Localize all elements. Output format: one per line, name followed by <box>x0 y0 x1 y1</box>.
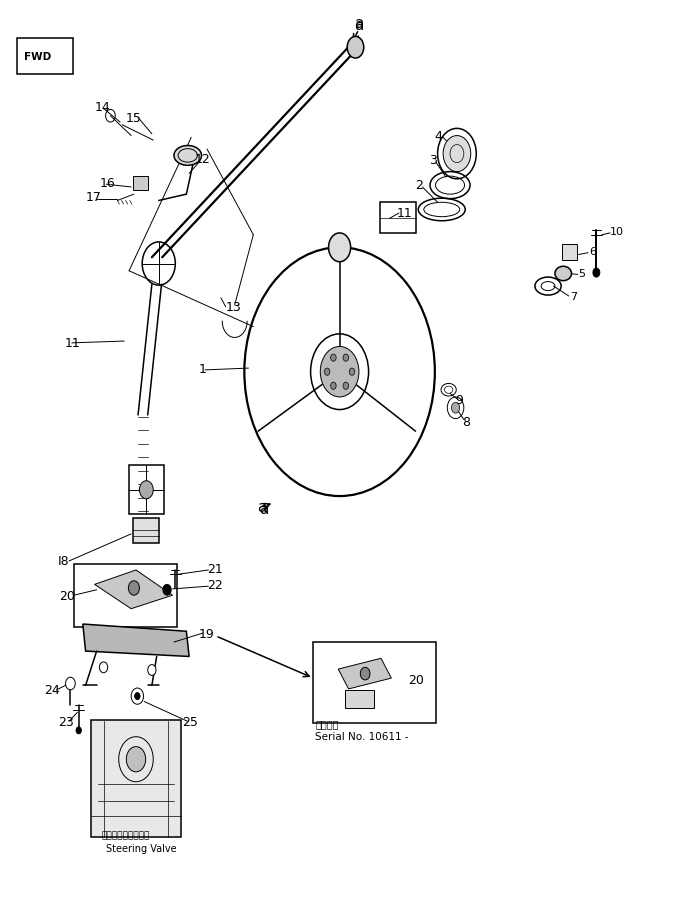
Text: 17: 17 <box>86 191 101 204</box>
Text: a: a <box>259 502 268 517</box>
Text: 13: 13 <box>226 301 241 314</box>
Text: 14: 14 <box>94 101 110 114</box>
Text: 1: 1 <box>199 362 207 375</box>
Text: 23: 23 <box>58 715 73 728</box>
Text: 25: 25 <box>182 715 198 728</box>
Circle shape <box>324 368 330 376</box>
Circle shape <box>331 355 336 362</box>
Circle shape <box>443 136 471 172</box>
Circle shape <box>76 727 82 734</box>
Circle shape <box>343 383 349 390</box>
Bar <box>562 245 577 261</box>
Text: a: a <box>258 500 267 515</box>
Circle shape <box>163 585 171 596</box>
Circle shape <box>343 355 349 362</box>
Circle shape <box>331 383 336 390</box>
Text: 9: 9 <box>455 394 464 406</box>
Circle shape <box>128 582 139 596</box>
Polygon shape <box>338 658 392 689</box>
Text: 5: 5 <box>578 269 585 279</box>
Text: 21: 21 <box>207 562 223 575</box>
Text: 22: 22 <box>207 578 223 591</box>
Ellipse shape <box>174 146 202 166</box>
Text: ステアリングバルブ: ステアリングバルブ <box>101 831 150 840</box>
Bar <box>132 518 159 544</box>
Bar <box>17 39 73 75</box>
Text: 20: 20 <box>59 589 75 602</box>
Circle shape <box>328 234 351 263</box>
Text: 20: 20 <box>409 674 425 686</box>
Bar <box>132 177 148 191</box>
Text: 11: 11 <box>65 337 80 350</box>
Circle shape <box>360 667 370 680</box>
Text: 適用号機: 適用号機 <box>315 719 339 729</box>
Text: 11: 11 <box>396 207 412 219</box>
Text: a: a <box>354 18 364 33</box>
Circle shape <box>320 347 359 397</box>
Circle shape <box>134 693 140 700</box>
Circle shape <box>349 368 355 376</box>
Text: I8: I8 <box>58 554 69 568</box>
Text: 4: 4 <box>435 130 443 143</box>
Text: 12: 12 <box>195 153 211 165</box>
Polygon shape <box>94 571 173 609</box>
Text: 10: 10 <box>610 227 624 237</box>
Bar <box>380 203 416 234</box>
Circle shape <box>148 665 156 675</box>
Bar <box>91 720 181 837</box>
Text: FWD: FWD <box>24 52 51 62</box>
Ellipse shape <box>555 267 572 282</box>
Text: 8: 8 <box>462 415 471 428</box>
Text: Serial No. 10611 -: Serial No. 10611 - <box>315 731 409 741</box>
Bar <box>345 690 374 708</box>
Circle shape <box>451 403 459 414</box>
Text: 24: 24 <box>44 684 60 696</box>
Circle shape <box>126 747 146 772</box>
Circle shape <box>139 481 153 499</box>
Text: 7: 7 <box>570 292 577 302</box>
Text: 2: 2 <box>416 179 423 191</box>
Text: Steering Valve: Steering Valve <box>106 842 177 852</box>
Bar <box>74 564 177 627</box>
Polygon shape <box>83 624 189 656</box>
Bar <box>313 642 436 723</box>
Text: a: a <box>354 16 364 32</box>
Bar <box>129 465 164 515</box>
Circle shape <box>347 37 364 59</box>
Text: 3: 3 <box>430 154 437 167</box>
Text: 16: 16 <box>99 177 115 190</box>
Circle shape <box>593 269 600 278</box>
Text: 6: 6 <box>590 247 597 256</box>
Circle shape <box>99 662 107 673</box>
Text: 19: 19 <box>199 627 215 640</box>
Text: 15: 15 <box>125 112 141 125</box>
